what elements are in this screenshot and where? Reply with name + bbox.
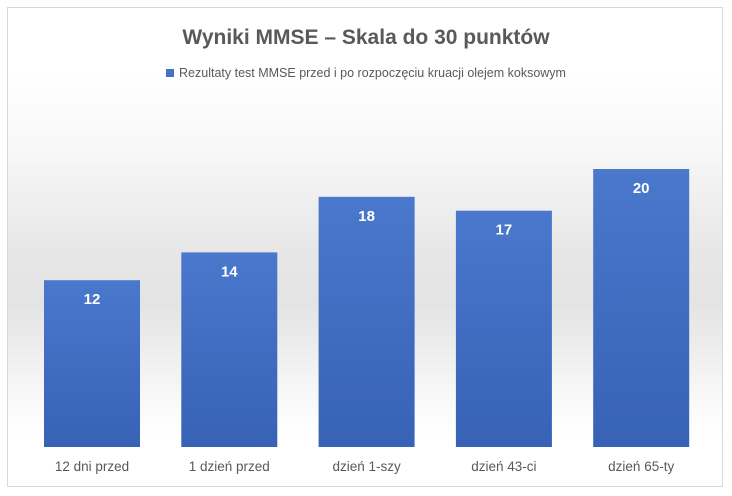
bar-1 (44, 280, 140, 447)
bars-group (44, 169, 690, 447)
bar-4 (455, 210, 552, 447)
legend: Rezultaty test MMSE przed i po rozpoczęc… (8, 66, 722, 80)
data-label-3: 18 (358, 208, 375, 225)
legend-swatch (166, 69, 175, 77)
bar-5 (593, 169, 690, 447)
bar-2 (181, 252, 278, 447)
bar-3 (318, 196, 415, 447)
data-label-2: 14 (221, 263, 238, 280)
data-labels-group: 12 14 18 17 20 (84, 180, 650, 308)
x-tick-label-1: 12 dni przed (55, 459, 129, 474)
data-label-1: 12 (84, 291, 101, 308)
data-label-5: 20 (633, 180, 650, 197)
x-tick-label-5: dzień 65-ty (608, 459, 674, 474)
chart-title: Wyniki MMSE – Skala do 30 punktów (182, 26, 550, 49)
x-tick-label-4: dzień 43-ci (471, 459, 536, 474)
x-tick-label-3: dzień 1-szy (332, 459, 401, 474)
x-axis-tick-labels: 12 dni przed 1 dzień przed dzień 1-szy dzie… (55, 459, 675, 474)
plot-area: 12 14 18 17 20 12 dni przed 1 dzień przed dzie… (44, 169, 690, 474)
chart-frame: Wyniki MMSE – Skala do 30 punktów Rezult… (7, 7, 723, 487)
x-tick-label-2: 1 dzień przed (189, 459, 270, 474)
legend-label: Rezultaty test MMSE przed i po rozpoczęc… (179, 66, 566, 80)
data-label-4: 17 (496, 222, 513, 239)
